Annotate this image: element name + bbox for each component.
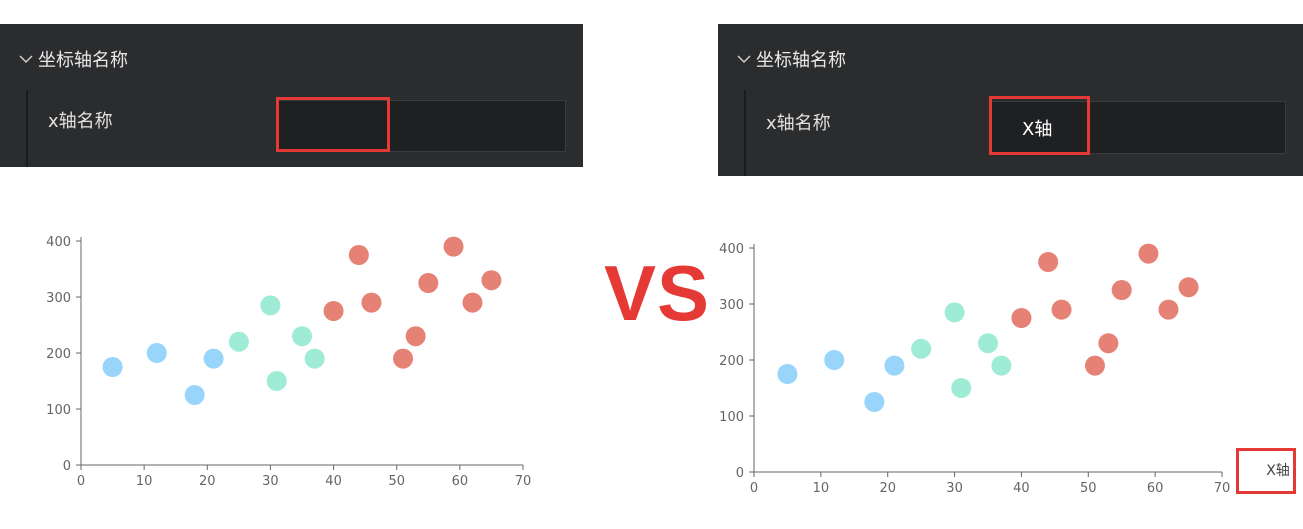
y-tick-label: 200 [46,347,71,362]
x-tick-label: 60 [452,474,469,489]
x-tick-label: 30 [262,474,279,489]
x-tick-label: 0 [750,481,758,496]
y-tick-label: 400 [719,242,744,257]
scatter-point[interactable] [864,392,885,412]
scatter-point[interactable] [304,348,325,369]
scatter-point[interactable] [1178,277,1199,298]
y-tick-label: 100 [719,410,744,425]
scatter-point[interactable] [323,301,344,321]
y-tick-label: 100 [46,403,71,418]
scatter-point[interactable] [462,292,483,313]
y-tick-label: 0 [736,466,744,481]
scatter-point[interactable] [1138,243,1159,264]
x-tick-label: 30 [946,481,963,496]
scatter-point[interactable] [911,338,932,359]
scatter-point[interactable] [884,355,905,376]
x-axis-name: X轴 [1266,463,1290,479]
x-tick-label: 60 [1147,481,1164,496]
scatter-point[interactable] [991,355,1012,376]
scatter-point[interactable] [292,326,312,347]
scatter-point[interactable] [203,348,224,369]
x-axis-name-input[interactable] [277,100,566,152]
scatter-point[interactable] [1051,299,1072,320]
scatter-point[interactable] [266,371,287,391]
scatter-point[interactable] [944,302,965,323]
x-tick-label: 10 [813,481,830,496]
scatter-point[interactable] [260,295,281,316]
x-tick-label: 70 [515,474,532,489]
scatter-point[interactable] [443,236,464,257]
settings-panel-right: 坐标轴名称 x轴名称 X轴 [718,24,1303,176]
scatter-point[interactable] [1038,252,1059,272]
section-divider [26,90,28,167]
scatter-point[interactable] [1158,299,1179,320]
scatter-point[interactable] [777,364,798,384]
x-axis-name-value: X轴 [1022,118,1053,140]
chevron-down-icon [737,55,751,64]
x-tick-label: 10 [136,474,153,489]
x-tick-label: 50 [388,474,405,489]
x-tick-label: 20 [879,481,896,496]
section-title: 坐标轴名称 [756,50,846,71]
y-tick-label: 400 [46,235,71,250]
vs-label: VS [604,249,711,337]
scatter-point[interactable] [348,245,369,265]
scatter-point[interactable] [481,270,502,291]
x-tick-label: 20 [199,474,216,489]
scatter-point[interactable] [405,326,426,347]
x-tick-label: 40 [325,474,342,489]
settings-panel-left: 坐标轴名称 x轴名称 [0,24,583,167]
scatter-point[interactable] [418,273,439,293]
section-header-axis-name[interactable]: 坐标轴名称 [18,46,128,72]
x-tick-label: 0 [77,474,85,489]
x-tick-label: 70 [1214,481,1231,496]
scatter-point[interactable] [361,292,382,313]
x-axis-name-label: x轴名称 [48,111,113,132]
scatter-point[interactable] [393,348,414,369]
scatter-point[interactable] [1098,333,1119,354]
x-axis-name-label: x轴名称 [766,113,831,134]
scatter-point[interactable] [824,350,845,370]
section-title: 坐标轴名称 [38,50,128,71]
section-divider [744,90,746,176]
chevron-down-icon [19,55,33,64]
scatter-point[interactable] [228,331,249,352]
scatter-point[interactable] [1111,280,1132,300]
scatter-point[interactable] [102,357,123,377]
y-tick-label: 200 [719,354,744,369]
scatter-point[interactable] [146,343,167,363]
y-tick-label: 300 [719,298,744,313]
y-tick-label: 300 [46,291,71,306]
scatter-point[interactable] [978,333,998,354]
scatter-chart-left: 0 10 20 30 40 50 60 70 0 100 200 300 400 [46,235,532,489]
scatter-point[interactable] [951,378,972,398]
scatter-point[interactable] [1084,355,1105,376]
x-axis-name-input[interactable]: X轴 [991,101,1286,154]
y-tick-label: 0 [63,459,71,474]
x-tick-label: 50 [1080,481,1097,496]
scatter-point[interactable] [184,385,205,405]
x-tick-label: 40 [1013,481,1030,496]
scatter-point[interactable] [1011,308,1032,328]
scatter-chart-right: 0 10 20 30 40 50 60 70 0 100 200 300 400 X轴 [719,242,1290,496]
section-header-axis-name[interactable]: 坐标轴名称 [736,46,846,72]
